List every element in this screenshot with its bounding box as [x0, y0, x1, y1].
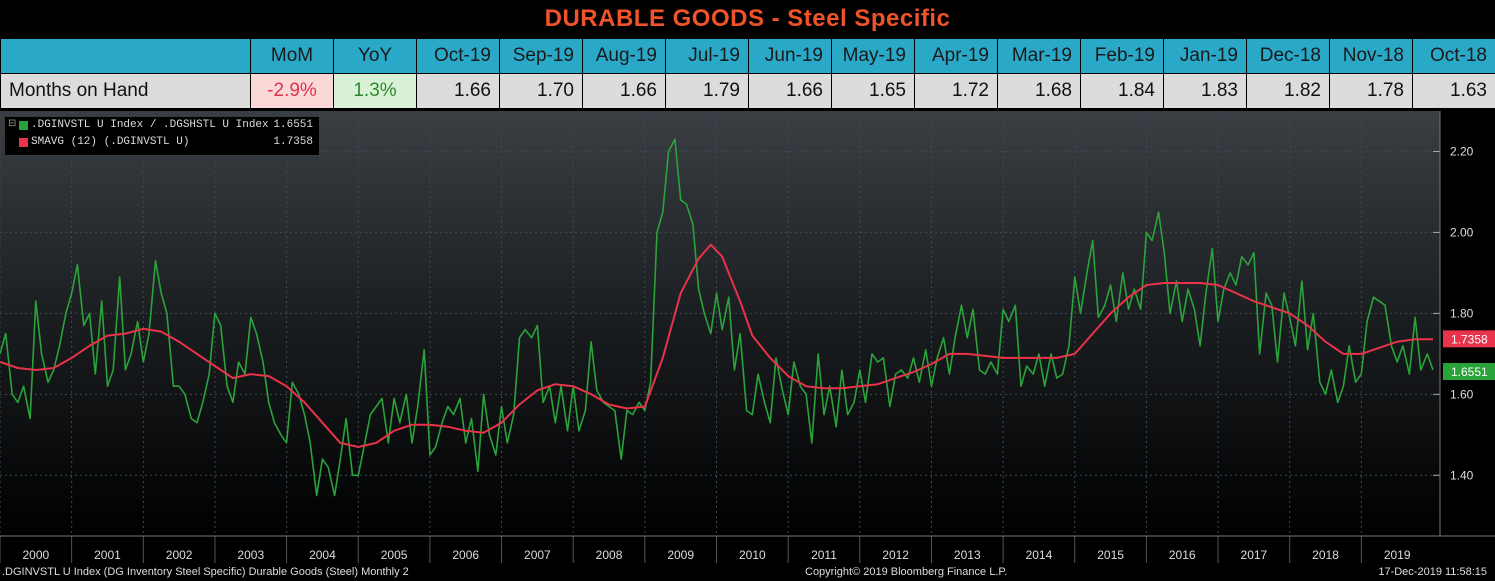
header-month: Mar-19 [997, 38, 1081, 74]
header-mom: MoM [250, 38, 334, 74]
header-month: Jan-19 [1163, 38, 1247, 74]
series-line-2 [0, 243, 1433, 448]
header-blank [0, 38, 251, 74]
yoy-value: 1.3% [333, 73, 417, 109]
x-tick-label: 2014 [1026, 548, 1053, 562]
month-value: 1.66 [582, 73, 666, 109]
grid [0, 111, 1433, 536]
x-tick-label: 2005 [381, 548, 408, 562]
month-value: 1.72 [914, 73, 998, 109]
chart-title: DURABLE GOODS - Steel Specific [0, 0, 1495, 38]
header-month: Dec-18 [1246, 38, 1330, 74]
table-row: Months on Hand -2.9% 1.3% 1.66 1.70 1.66… [0, 73, 1495, 109]
footer-copyright: Copyright© 2019 Bloomberg Finance L.P. [805, 566, 1008, 578]
last-value-label: 1.7358 [1451, 332, 1488, 346]
header-month: Jun-19 [748, 38, 832, 74]
month-value: 1.79 [665, 73, 749, 109]
footer-timestamp: 17-Dec-2019 11:58:15 [1378, 566, 1487, 578]
x-tick-label: 2016 [1169, 548, 1196, 562]
header-yoy: YoY [333, 38, 417, 74]
month-value: 1.66 [748, 73, 832, 109]
x-tick-label: 2007 [524, 548, 551, 562]
month-value: 1.78 [1329, 73, 1413, 109]
footer: .DGINVSTL U Index (DG Inventory Steel Sp… [0, 563, 1495, 581]
legend: ⊟ .DGINVSTL U Index / .DGSHSTL U Index 1… [4, 116, 320, 156]
month-value: 1.70 [499, 73, 583, 109]
x-tick-label: 2004 [309, 548, 336, 562]
x-tick-label: 2003 [237, 548, 264, 562]
x-tick-label: 2013 [954, 548, 981, 562]
y-tick-label: 1.40 [1450, 468, 1474, 482]
y-tick-label: 1.60 [1450, 387, 1474, 401]
mom-value: -2.9% [250, 73, 334, 109]
legend-label: SMAVG (12) (.DGINVSTL U) [31, 136, 190, 148]
month-value: 1.84 [1080, 73, 1164, 109]
last-value-label: 1.6551 [1451, 365, 1488, 379]
x-tick-label: 2017 [1241, 548, 1268, 562]
month-value: 1.68 [997, 73, 1081, 109]
legend-swatch-red [19, 138, 28, 147]
month-value: 1.65 [831, 73, 915, 109]
legend-tree-icon: ⊟ [8, 119, 17, 130]
x-tick-label: 2008 [596, 548, 623, 562]
last-value-box [1443, 330, 1495, 348]
header-month: Aug-19 [582, 38, 666, 74]
legend-item-series2: SMAVG (12) (.DGINVSTL U) 1.7358 [5, 134, 319, 151]
table-header-row: MoM YoY Oct-19 Sep-19 Aug-19 Jul-19 Jun-… [0, 38, 1495, 74]
summary-table: MoM YoY Oct-19 Sep-19 Aug-19 Jul-19 Jun-… [0, 38, 1495, 109]
x-tick-label: 2001 [94, 548, 121, 562]
header-month: Nov-18 [1329, 38, 1413, 74]
header-month: Oct-18 [1412, 38, 1495, 74]
month-value: 1.63 [1412, 73, 1495, 109]
x-tick-label: 2015 [1097, 548, 1124, 562]
month-value: 1.83 [1163, 73, 1247, 109]
plot-area [0, 111, 1440, 536]
header-month: Oct-19 [416, 38, 500, 74]
x-tick-label: 2006 [452, 548, 479, 562]
legend-value: 1.6551 [273, 119, 313, 131]
y-tick-label: 1.80 [1450, 306, 1474, 320]
header-month: Jul-19 [665, 38, 749, 74]
series-group [0, 138, 1434, 497]
y-tick-label: 2.20 [1450, 144, 1474, 158]
legend-swatch-green [19, 121, 28, 130]
legend-label: .DGINVSTL U Index / .DGSHSTL U Index [31, 119, 269, 131]
x-tick-label: 2010 [739, 548, 766, 562]
header-month: Apr-19 [914, 38, 998, 74]
x-axis: 2000 2001 2002 2003 2004 2005 2006 2007 2008 2009… [0, 535, 1495, 563]
header-month: Sep-19 [499, 38, 583, 74]
x-tick-label: 2002 [166, 548, 193, 562]
row-label: Months on Hand [0, 73, 251, 109]
legend-item-series1: .DGINVSTL U Index / .DGSHSTL U Index 1.6… [5, 117, 319, 134]
x-tick-label: 2018 [1312, 548, 1339, 562]
series-line-1 [0, 138, 1434, 497]
legend-value: 1.7358 [273, 136, 313, 148]
header-month: May-19 [831, 38, 915, 74]
x-tick-label: 2012 [882, 548, 909, 562]
x-tick-label: 2011 [811, 548, 837, 562]
footer-source: .DGINVSTL U Index (DG Inventory Steel Sp… [2, 566, 409, 578]
header-month: Feb-19 [1080, 38, 1164, 74]
y-axis: 1.40 1.60 1.80 2.00 2.20 1.7358 1.6551 [1433, 111, 1495, 536]
y-tick-label: 2.00 [1450, 225, 1474, 239]
x-tick-label: 2019 [1384, 548, 1411, 562]
month-value: 1.66 [416, 73, 500, 109]
x-tick-label: 2000 [22, 548, 49, 562]
last-value-box [1443, 363, 1495, 381]
x-tick-label: 2009 [667, 548, 694, 562]
month-value: 1.82 [1246, 73, 1330, 109]
